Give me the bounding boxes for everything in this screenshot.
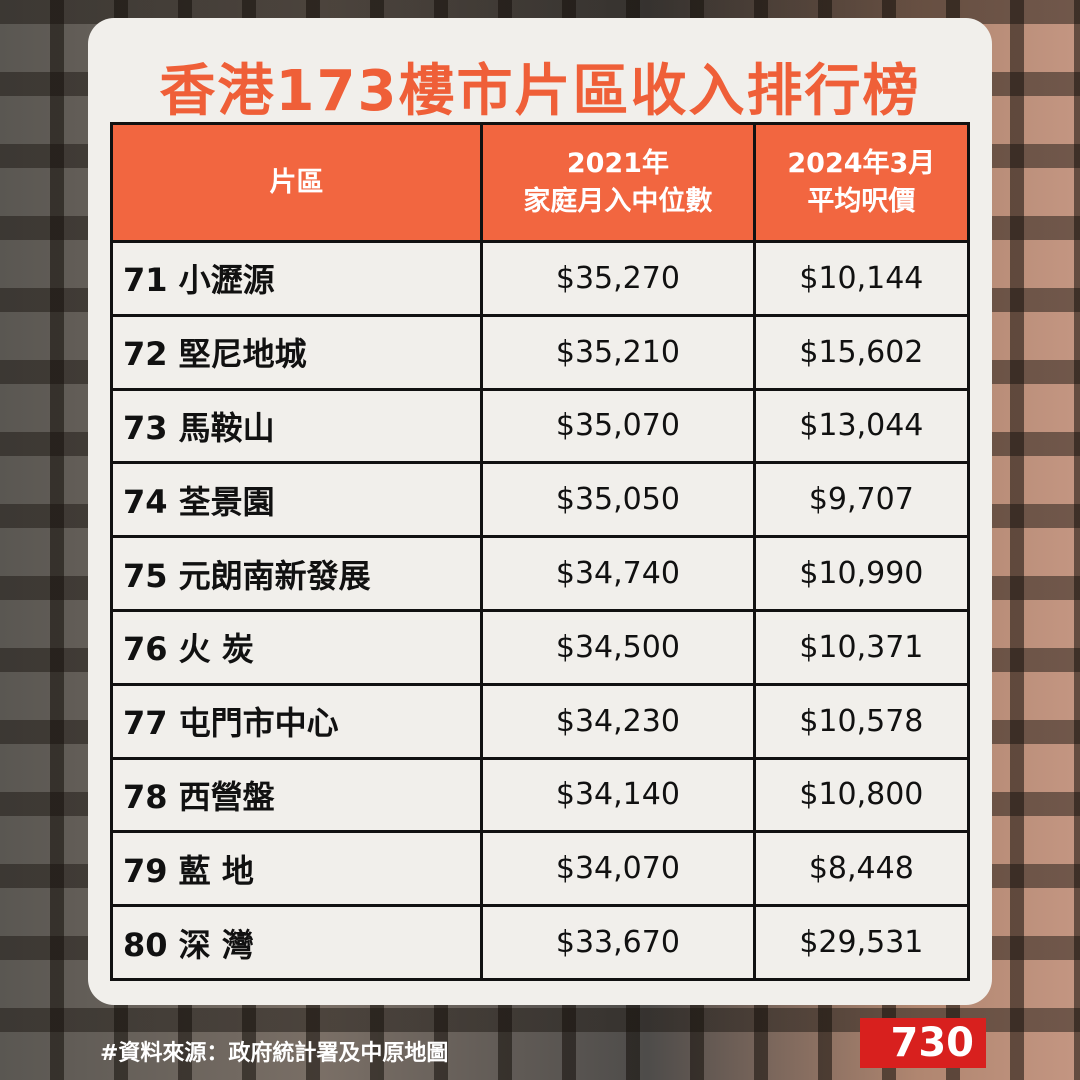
value-cell: $10,144: [752, 240, 971, 317]
table-row: 74 荃景園 $35,050 $9,707: [109, 461, 971, 539]
value-cell: $9,707: [752, 461, 971, 539]
source-note: #資料來源：政府統計署及中原地圖: [100, 1041, 449, 1066]
table-row: 77 屯門市中心 $34,230 $10,578: [109, 682, 971, 760]
area-cell: 74 荃景園: [109, 461, 484, 539]
table-row: 71 小瀝源 $35,270 $10,144: [109, 240, 971, 317]
area-cell: 75 元朗南新發展: [109, 535, 484, 612]
area-cell: 80 深 灣: [109, 904, 484, 981]
value-cell: $34,740: [480, 535, 756, 612]
value-cell: $34,070: [480, 830, 756, 908]
table-row: 80 深 灣 $33,670 $29,531: [109, 904, 971, 981]
header-cell: 2024年3月 平均呎價: [752, 122, 971, 243]
value-cell: $10,800: [752, 756, 971, 834]
table-body: 71 小瀝源 $35,270 $10,144 72 堅尼地城 $35,210 $15,60…: [109, 240, 971, 981]
area-cell: 72 堅尼地城: [109, 313, 484, 391]
value-cell: $34,230: [480, 682, 756, 760]
table-row: 75 元朗南新發展 $34,740 $10,990: [109, 535, 971, 612]
area-cell: 71 小瀝源: [109, 240, 484, 317]
value-cell: $15,602: [752, 313, 971, 391]
card: 香港173樓市片區收入排行榜 片區 2021年 家庭月入中位數 2024年3月 平均呎價…: [88, 18, 992, 1005]
header-row: 片區 2021年 家庭月入中位數 2024年3月 平均呎價: [109, 122, 971, 243]
header-line: 2021年: [566, 147, 669, 179]
value-cell: $34,500: [480, 608, 756, 686]
logo: 730: [860, 1018, 986, 1068]
value-cell: $34,140: [480, 756, 756, 834]
table-row: 72 堅尼地城 $35,210 $15,602: [109, 313, 971, 391]
value-cell: $13,044: [752, 387, 971, 465]
value-cell: $29,531: [752, 904, 971, 981]
value-cell: $35,070: [480, 387, 756, 465]
table-row: 73 馬鞍山 $35,070 $13,044: [109, 387, 971, 465]
header-line: 平均呎價: [807, 185, 916, 217]
area-cell: 76 火 炭: [109, 608, 484, 686]
value-cell: $10,371: [752, 608, 971, 686]
value-cell: $33,670: [480, 904, 756, 981]
value-cell: $8,448: [752, 830, 971, 908]
value-cell: $10,990: [752, 535, 971, 612]
title: 香港173樓市片區收入排行榜: [159, 59, 921, 124]
ranking-table: 片區 2021年 家庭月入中位數 2024年3月 平均呎價 71 小瀝源 $35,270 $…: [109, 122, 971, 981]
header-cell: 2021年家庭月入中位數: [480, 122, 756, 243]
area-cell: 78 西營盤: [109, 756, 484, 834]
header-line: 片區: [269, 166, 324, 198]
value-cell: $35,210: [480, 313, 756, 391]
area-cell: 73 馬鞍山: [109, 387, 484, 465]
value-cell: $10,578: [752, 682, 971, 760]
header-cell: 片區: [109, 122, 484, 243]
value-cell: $35,270: [480, 240, 756, 317]
header-line: 家庭月入中位數: [523, 185, 713, 217]
area-cell: 79 藍 地: [109, 830, 484, 908]
area-cell: 77 屯門市中心: [109, 682, 484, 760]
table-row: 78 西營盤 $34,140 $10,800: [109, 756, 971, 834]
header-line: 2024年3月: [787, 147, 936, 179]
table-row: 76 火 炭 $34,500 $10,371: [109, 608, 971, 686]
table-row: 79 藍 地 $34,070 $8,448: [109, 830, 971, 908]
value-cell: $35,050: [480, 461, 756, 539]
